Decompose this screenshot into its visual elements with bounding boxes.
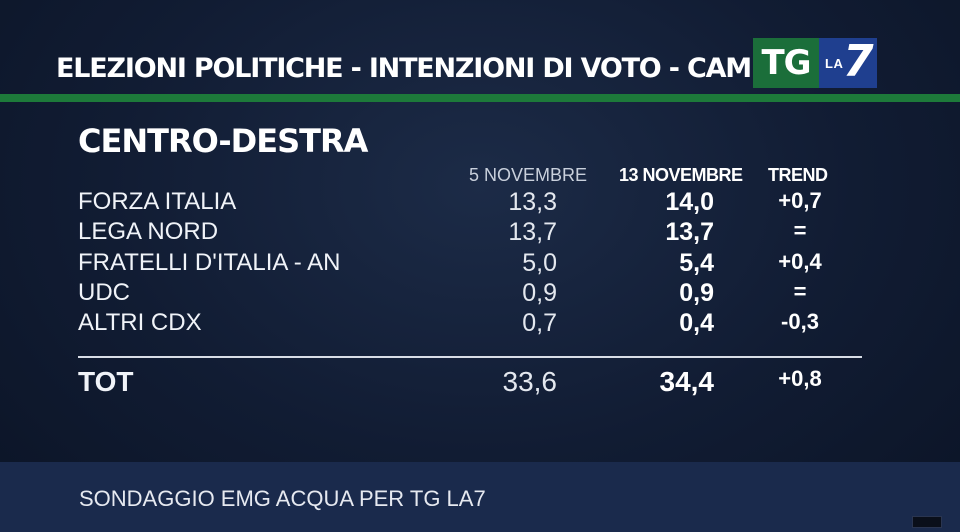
prev-value: 13,7 [508, 218, 557, 246]
table-row: ALTRI CDX 0,7 0,4 -0,3 [0, 309, 960, 339]
column-header-prev: 5 NOVEMBRE [469, 165, 588, 185]
tg-la7-logo: TG LA 7 [753, 36, 877, 88]
header-divider [0, 94, 960, 102]
footer-bar [0, 462, 960, 532]
current-value: 0,4 [679, 309, 714, 337]
prev-value: 0,7 [522, 309, 557, 337]
total-row: TOT 33,6 34,4 +0,8 [0, 366, 960, 397]
table-row: FRATELLI D'ITALIA - AN 5,0 5,4 +0,4 [0, 249, 960, 279]
table-row: FORZA ITALIA 13,3 14,0 +0,7 [0, 188, 960, 218]
current-value: 13,7 [665, 218, 714, 246]
prev-value: 5,0 [522, 249, 557, 277]
table-row: LEGA NORD 13,7 13,7 = [0, 218, 960, 248]
broadcast-badge [912, 516, 942, 528]
total-divider [78, 356, 862, 358]
trend-value: +0,4 [778, 249, 822, 274]
column-header-trend: TREND [768, 165, 828, 185]
prev-value: 0,9 [522, 279, 557, 307]
current-value: 0,9 [679, 279, 714, 307]
source-note: SONDAGGIO EMG ACQUA PER TG LA7 [79, 486, 486, 511]
logo-seven: 7 [843, 36, 874, 87]
logo-la7: LA 7 [819, 36, 877, 88]
section-title: CENTRO-DESTRA [78, 122, 368, 160]
party-name: ALTRI CDX [78, 309, 202, 336]
total-trend-value: +0,8 [778, 366, 822, 391]
current-value: 14,0 [665, 188, 714, 216]
party-name: LEGA NORD [78, 218, 219, 245]
prev-value: 13,3 [508, 188, 557, 216]
trend-value: = [793, 279, 807, 304]
column-header-current: 13 NOVEMBRE [619, 165, 743, 185]
trend-value: = [793, 218, 807, 243]
logo-la: LA [825, 56, 844, 71]
trend-value: -0,3 [781, 309, 819, 334]
table-row: UDC 0,9 0,9 = [0, 279, 960, 309]
total-prev-value: 33,6 [502, 366, 558, 397]
party-name: FORZA ITALIA [78, 188, 237, 215]
total-label: TOT [78, 366, 134, 397]
current-value: 5,4 [679, 249, 714, 277]
page-title: ELEZIONI POLITICHE - INTENZIONI DI VOTO … [56, 53, 809, 84]
trend-value: +0,7 [778, 188, 822, 213]
party-name: UDC [78, 279, 130, 306]
logo-tg: TG [753, 38, 819, 88]
total-current-value: 34,4 [659, 366, 715, 397]
party-name: FRATELLI D'ITALIA - AN [78, 249, 341, 276]
